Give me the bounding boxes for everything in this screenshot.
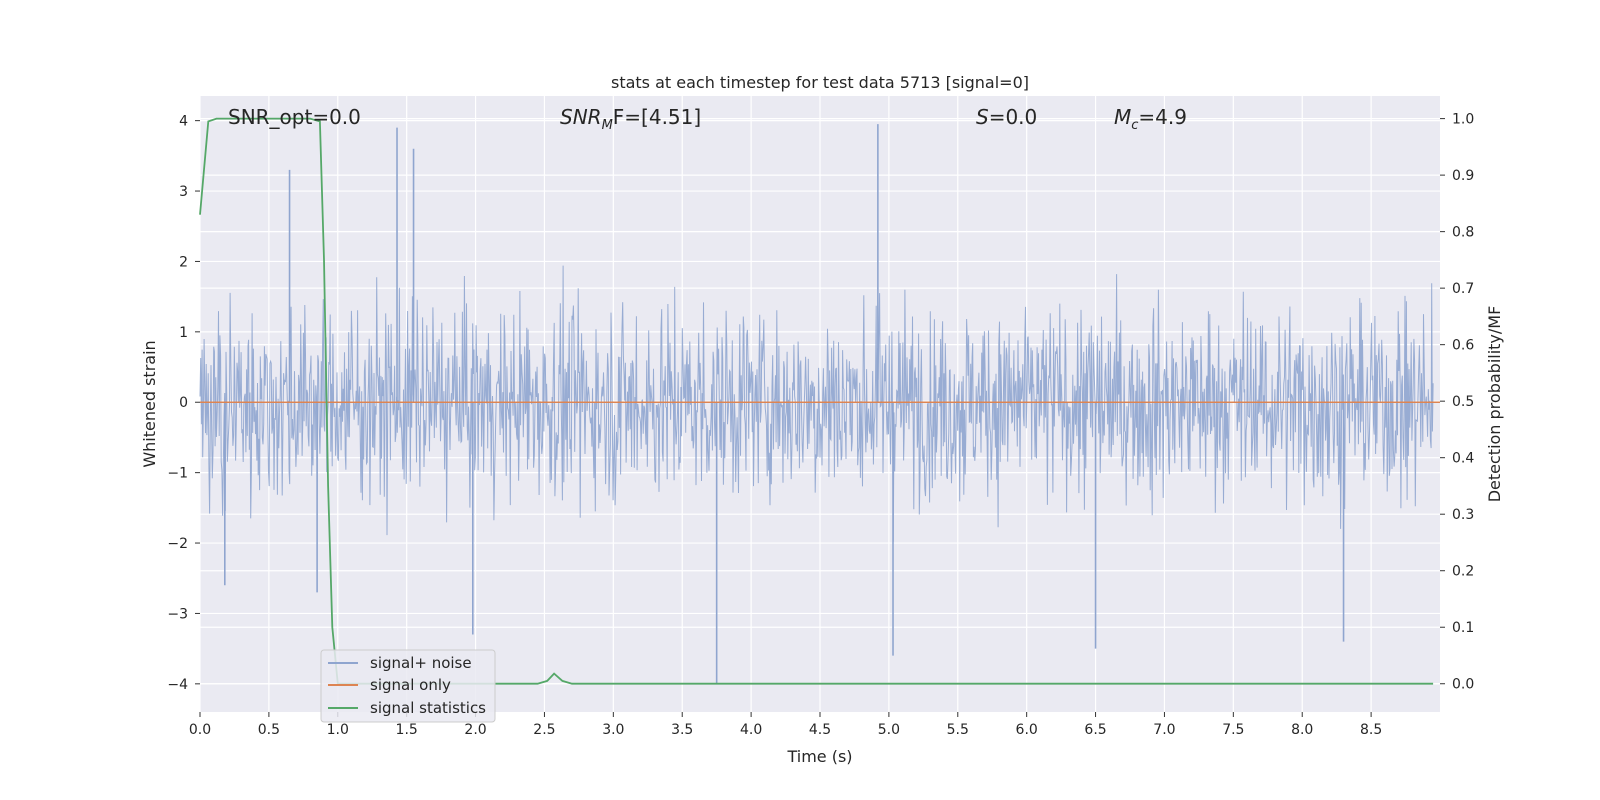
annotation-s-value: =0.0 bbox=[989, 105, 1038, 129]
y-right-tick-label: 0.3 bbox=[1452, 507, 1474, 523]
annotation-snr-mf: SNRMF=[4.51] bbox=[560, 105, 701, 133]
annotation-snr-opt: SNR_opt=0.0 bbox=[228, 105, 361, 129]
y-right-tick-label: 0.8 bbox=[1452, 225, 1474, 241]
x-tick-label: 7.5 bbox=[1222, 722, 1244, 738]
x-tick-label: 3.5 bbox=[671, 722, 693, 738]
x-tick-label: 6.0 bbox=[1016, 722, 1038, 738]
x-tick-label: 2.0 bbox=[464, 722, 486, 738]
annotation-mc: Mc=4.9 bbox=[1114, 105, 1187, 133]
annotation-mc-value: =4.9 bbox=[1138, 105, 1187, 129]
y-left-tick-label: 3 bbox=[179, 184, 188, 200]
y-left-tick-label: −3 bbox=[167, 606, 188, 622]
signal-noise-series bbox=[199, 124, 1434, 684]
chart-title: stats at each timestep for test data 571… bbox=[611, 73, 1029, 92]
y-right-tick-label: 0.2 bbox=[1452, 564, 1474, 580]
x-tick-label: 6.5 bbox=[1084, 722, 1106, 738]
y-right-tick-label: 0.5 bbox=[1452, 394, 1474, 410]
x-tick-label: 3.0 bbox=[602, 722, 624, 738]
x-tick-label: 8.5 bbox=[1360, 722, 1382, 738]
x-tick-label: 1.0 bbox=[327, 722, 349, 738]
x-tick-label: 5.5 bbox=[947, 722, 969, 738]
y-left-tick-label: 1 bbox=[179, 325, 188, 341]
x-tick-label: 4.0 bbox=[740, 722, 762, 738]
y-left-tick-label: 0 bbox=[179, 395, 188, 411]
x-tick-label: 0.0 bbox=[189, 722, 211, 738]
y-right-tick-label: 0.7 bbox=[1452, 281, 1474, 297]
annotation-snr-mf-sub: M bbox=[602, 118, 613, 133]
annotation-mc-sub: c bbox=[1131, 118, 1138, 133]
signal-noise-line bbox=[199, 265, 1434, 542]
x-tick-label: 7.0 bbox=[1153, 722, 1175, 738]
y-right-tick-label: 1.0 bbox=[1452, 112, 1474, 128]
x-tick-label: 2.5 bbox=[533, 722, 555, 738]
y-right-tick-label: 0.6 bbox=[1452, 338, 1474, 354]
legend-label-signal-noise: signal+ noise bbox=[370, 654, 472, 672]
annotation-mc-base: M bbox=[1114, 105, 1131, 129]
y-left-tick-label: −1 bbox=[167, 466, 188, 482]
legend-label-signal-only: signal only bbox=[370, 676, 451, 694]
y-axis-left-label: Whitened strain bbox=[140, 340, 159, 467]
x-tick-label: 1.5 bbox=[396, 722, 418, 738]
x-tick-label: 8.0 bbox=[1291, 722, 1313, 738]
y-left-tick-label: −4 bbox=[167, 677, 188, 693]
y-left-tick-label: 4 bbox=[179, 114, 188, 130]
annotation-snr-mf-rest: F=[4.51] bbox=[613, 105, 701, 129]
x-axis-label: Time (s) bbox=[786, 747, 852, 766]
annotation-s: S=0.0 bbox=[976, 105, 1037, 129]
y-left-tick-label: −2 bbox=[167, 536, 188, 552]
legend: signal+ noise signal only signal statist… bbox=[320, 649, 496, 723]
annotation-snr-mf-base: SNR bbox=[560, 105, 602, 129]
legend-box bbox=[320, 649, 496, 723]
x-tick-label: 5.0 bbox=[878, 722, 900, 738]
y-right-tick-label: 0.4 bbox=[1452, 451, 1474, 467]
y-right-tick-label: 0.0 bbox=[1452, 677, 1474, 693]
legend-label-signal-statistics: signal statistics bbox=[370, 699, 486, 717]
annotation-s-label: S bbox=[976, 105, 989, 129]
x-tick-label: 4.5 bbox=[809, 722, 831, 738]
y-axis-right-label: Detection probability/MF bbox=[1485, 306, 1504, 503]
y-left-tick-label: 2 bbox=[179, 254, 188, 270]
y-right-tick-label: 0.1 bbox=[1452, 620, 1474, 636]
x-tick-label: 0.5 bbox=[258, 722, 280, 738]
y-right-tick-label: 0.9 bbox=[1452, 168, 1474, 184]
axes: 0.0 0.5 1.0 1.5 2.0 2.5 3.0 3.5 4.0 4.5 5.0 5.5 6.0 6… bbox=[167, 112, 1474, 738]
